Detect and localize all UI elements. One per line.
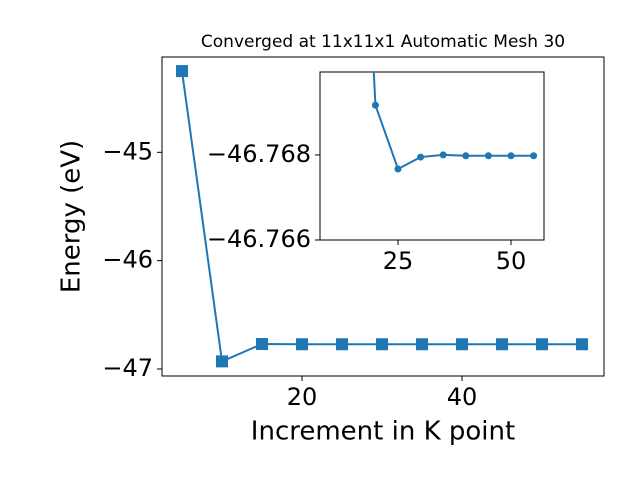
x-tick-label: 20: [287, 383, 318, 411]
marker: [530, 152, 538, 160]
marker: [336, 338, 348, 351]
marker: [484, 152, 492, 160]
marker: [462, 152, 470, 160]
marker: [536, 338, 548, 351]
marker: [416, 338, 428, 351]
marker: [256, 338, 268, 351]
y-tick-label: −45: [102, 137, 153, 165]
chart-title: Converged at 11x11x1 Automatic Mesh 30: [201, 32, 565, 52]
marker: [216, 355, 228, 368]
marker: [439, 151, 447, 159]
x-tick-label: 40: [447, 383, 478, 411]
marker: [507, 152, 515, 160]
y-tick-label: −47: [102, 354, 153, 382]
marker: [296, 338, 308, 351]
x-axis-label: Increment in K point: [251, 417, 515, 447]
marker: [176, 65, 188, 78]
x-tick-label: 25: [383, 247, 414, 275]
marker: [456, 338, 468, 351]
marker: [496, 338, 508, 351]
marker: [371, 101, 379, 109]
y-tick-label: −46.766: [207, 225, 311, 253]
marker: [417, 153, 425, 161]
y-tick-label: −46: [102, 246, 153, 274]
y-tick-label: −46.768: [207, 140, 311, 168]
x-tick-label: 50: [496, 247, 527, 275]
y-axis-label: Energy (eV): [57, 140, 87, 293]
plot-clip: [176, 65, 588, 368]
marker: [376, 338, 388, 351]
plot-clip: [371, 72, 538, 173]
marker: [394, 165, 402, 173]
marker: [576, 338, 588, 351]
